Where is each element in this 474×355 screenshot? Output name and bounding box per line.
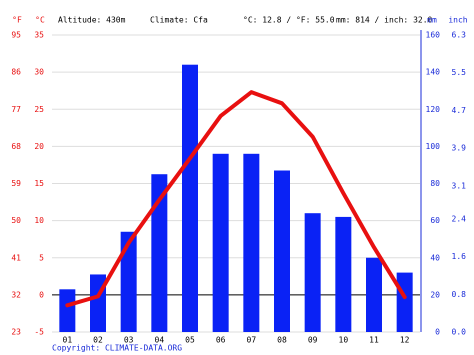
x-tick-label: 01	[63, 336, 73, 345]
precipitation-bar	[120, 231, 137, 332]
grid	[52, 34, 420, 333]
inch-tick-label: 0.0	[452, 328, 467, 337]
mm-tick-label: 160	[426, 31, 441, 40]
celsius-tick-label: 15	[34, 179, 44, 188]
fahrenheit-tick-label: 32	[11, 290, 21, 299]
inch-tick-label: 4.7	[452, 106, 467, 115]
inch-tick-label: 2.4	[452, 214, 467, 223]
celsius-tick-label: 35	[34, 31, 44, 40]
mm-tick-label: 0	[435, 328, 440, 337]
fahrenheit-tick-label: 50	[11, 216, 21, 225]
celsius-tick-label: 5	[39, 253, 44, 262]
precipitation-bar	[366, 257, 382, 332]
inch-label: inch	[448, 16, 467, 25]
inch-tick-label: 1.6	[452, 252, 467, 261]
x-tick-label: 03	[124, 336, 134, 345]
celsius-tick-label: 10	[34, 216, 44, 225]
precipitation-bar	[335, 216, 352, 332]
temperature-summary: °C: 12.8 / °F: 55.0	[243, 16, 335, 25]
x-tick-label: 08	[277, 336, 287, 345]
copyright: Copyright: CLIMATE-DATA.ORG	[52, 344, 182, 353]
precipitation-bar	[243, 153, 260, 332]
precipitation-bar	[59, 289, 76, 332]
fahrenheit-tick-label: 68	[11, 142, 21, 151]
precipitation-bar	[304, 213, 321, 332]
mm-tick-label: 140	[426, 68, 441, 77]
fahrenheit-tick-label: 23	[11, 328, 21, 337]
precipitation-summary: mm: 814 / inch: 32.0	[336, 16, 433, 25]
celsius-tick-label: -5	[34, 328, 44, 337]
precipitation-bar	[212, 153, 229, 332]
fahrenheit-tick-label: 41	[11, 253, 21, 262]
x-tick-label: 10	[339, 336, 349, 345]
celsius-tick-label: 20	[34, 142, 44, 151]
mm-tick-label: 120	[426, 105, 441, 114]
climate-class: Climate: Cfa	[150, 16, 208, 25]
inch-tick-label: 3.1	[452, 181, 467, 190]
x-tick-label: 06	[216, 336, 226, 345]
altitude: Altitude: 430m	[58, 16, 126, 25]
fahrenheit-tick-label: 77	[11, 105, 21, 114]
mm-tick-label: 80	[430, 179, 440, 188]
mm-label: mm	[427, 16, 437, 25]
precipitation-bar	[151, 174, 168, 332]
mm-tick-label: 40	[430, 253, 440, 262]
fahrenheit-tick-label: 59	[11, 179, 21, 188]
temperature-line	[65, 90, 407, 308]
precipitation-bar	[396, 272, 413, 332]
celsius-tick-label: 30	[34, 68, 44, 77]
inch-tick-label: 5.5	[452, 68, 467, 77]
marks	[59, 64, 413, 332]
x-tick-label: 05	[185, 336, 195, 345]
inch-tick-label: 6.3	[452, 31, 467, 40]
precipitation-bar	[182, 64, 198, 332]
mm-tick-label: 20	[430, 290, 440, 299]
celsius-tick-label: 25	[34, 105, 44, 114]
celsius-label: °C	[35, 16, 45, 25]
mm-tick-label: 100	[426, 142, 441, 151]
precipitation-bar	[274, 170, 290, 332]
fahrenheit-label: °F	[12, 16, 22, 25]
fahrenheit-tick-label: 86	[11, 68, 21, 77]
x-tick-label: 11	[369, 336, 379, 345]
mm-tick-label: 60	[430, 216, 440, 225]
inch-tick-label: 0.8	[452, 290, 467, 299]
x-tick-label: 09	[308, 336, 318, 345]
x-tick-label: 04	[155, 336, 165, 345]
fahrenheit-tick-label: 95	[11, 31, 21, 40]
inch-tick-label: 3.9	[452, 144, 467, 153]
x-tick-label: 07	[247, 336, 257, 345]
celsius-tick-label: 0	[39, 290, 44, 299]
x-tick-label: 12	[400, 336, 410, 345]
x-tick-label: 02	[93, 336, 103, 345]
